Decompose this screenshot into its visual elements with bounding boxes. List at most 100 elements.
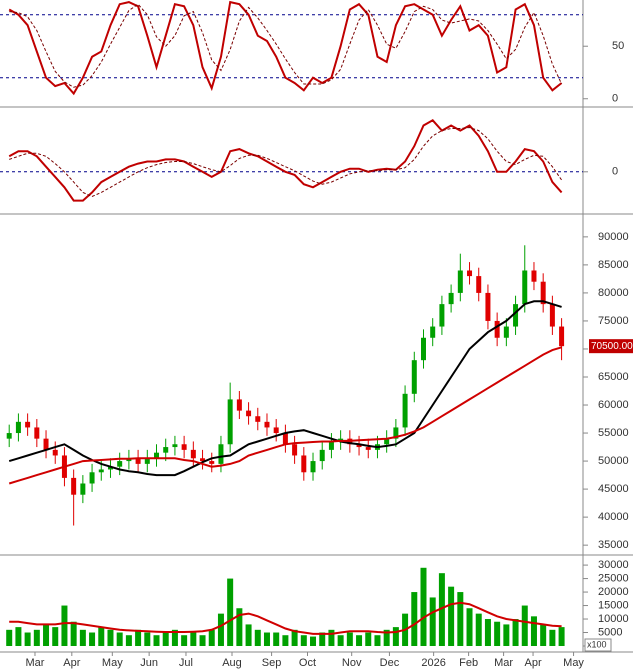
volume-bar bbox=[199, 635, 206, 646]
candle-body bbox=[310, 461, 316, 473]
candle-body bbox=[98, 469, 104, 473]
candle-body bbox=[540, 281, 546, 305]
volume-bar bbox=[15, 627, 22, 646]
x-tick-label: Mar bbox=[26, 657, 45, 669]
y-tick-label: 30000 bbox=[598, 559, 629, 571]
volume-bar bbox=[43, 624, 50, 646]
candle-body bbox=[236, 399, 242, 411]
candle-body bbox=[246, 410, 252, 417]
volume-bar bbox=[356, 635, 363, 646]
candle-body bbox=[319, 449, 325, 462]
candle-body bbox=[485, 292, 491, 321]
candle-body bbox=[282, 433, 288, 445]
y-tick-label: 0 bbox=[612, 166, 618, 178]
volume-bar bbox=[190, 632, 197, 646]
y-tick-label: 60000 bbox=[598, 399, 629, 411]
volume-bar bbox=[521, 605, 528, 646]
candle-body bbox=[144, 458, 150, 464]
candle-body bbox=[117, 461, 123, 467]
candle-body bbox=[356, 444, 362, 448]
candle-body bbox=[200, 458, 206, 462]
x-tick-label: 2026 bbox=[421, 657, 445, 669]
candle-body bbox=[393, 427, 399, 439]
y-tick-label: 5000 bbox=[598, 626, 622, 638]
candle-body bbox=[430, 326, 436, 338]
candle-body bbox=[107, 466, 113, 470]
candle-body bbox=[365, 447, 371, 450]
volume-bar bbox=[512, 619, 519, 646]
x-tick-label: Apr bbox=[524, 657, 541, 669]
candle-body bbox=[301, 455, 307, 473]
y-tick-label: 15000 bbox=[598, 599, 629, 611]
volume-bar bbox=[70, 621, 77, 646]
candle-body bbox=[420, 337, 426, 361]
volume-bar bbox=[24, 632, 31, 646]
candle-body bbox=[264, 421, 270, 428]
volume-bar bbox=[365, 632, 372, 646]
volume-bar bbox=[392, 627, 399, 646]
volume-bar bbox=[162, 632, 169, 646]
candle-body bbox=[154, 452, 160, 459]
volume-bar bbox=[448, 586, 455, 646]
y-tick-label: 85000 bbox=[598, 259, 629, 271]
volume-bar bbox=[411, 592, 418, 646]
volume-bar bbox=[494, 621, 501, 646]
volume-bar bbox=[429, 597, 436, 646]
candle-body bbox=[135, 458, 141, 464]
volume-bar bbox=[236, 608, 243, 646]
candle-body bbox=[476, 276, 482, 293]
volume-bar bbox=[181, 635, 188, 646]
candle-body bbox=[411, 360, 417, 394]
series-line bbox=[8, 119, 563, 202]
y-tick-label: 90000 bbox=[598, 231, 629, 243]
price-tag: 70500.00 bbox=[591, 341, 633, 352]
candle-body bbox=[522, 270, 528, 305]
volume-bar bbox=[61, 605, 68, 646]
y-tick-label: 50 bbox=[612, 40, 624, 52]
x-tick-label: Nov bbox=[342, 657, 362, 669]
y-tick-label: 45000 bbox=[598, 483, 629, 495]
candle-body bbox=[457, 270, 463, 293]
y-tick-label: 25000 bbox=[598, 572, 629, 584]
volume-bar bbox=[549, 629, 556, 646]
candle-body bbox=[163, 447, 169, 453]
y-tick-label: 20000 bbox=[598, 586, 629, 598]
volume-bar bbox=[484, 619, 491, 646]
price-tag-box bbox=[589, 339, 633, 354]
volume-bar bbox=[171, 629, 178, 646]
candle-body bbox=[43, 438, 49, 450]
volume-bar bbox=[457, 592, 464, 646]
volume-bar bbox=[135, 629, 142, 646]
volume-bar bbox=[6, 629, 13, 646]
x-tick-label: Jul bbox=[179, 657, 193, 669]
candle-body bbox=[531, 270, 537, 282]
unit-box bbox=[584, 638, 612, 652]
volume-bar bbox=[144, 632, 151, 646]
x-tick-label: May bbox=[102, 657, 123, 669]
volume-bar bbox=[540, 624, 547, 646]
candle-body bbox=[172, 444, 178, 448]
volume-bar bbox=[291, 629, 298, 646]
volume-bar bbox=[530, 616, 537, 646]
x-tick-label: Jun bbox=[140, 657, 158, 669]
y-tick-label: 50000 bbox=[598, 455, 629, 467]
candle-body bbox=[384, 438, 390, 445]
volume-bar bbox=[420, 567, 427, 646]
volume-bar bbox=[98, 627, 105, 646]
candle-body bbox=[467, 270, 473, 277]
candle-body bbox=[89, 472, 95, 484]
x-tick-label: Dec bbox=[380, 657, 400, 669]
volume-bar bbox=[282, 635, 289, 646]
volume-bar bbox=[89, 632, 96, 646]
volume-bar bbox=[328, 629, 335, 646]
x-tick-label: Sep bbox=[262, 657, 282, 669]
volume-bar bbox=[245, 624, 252, 646]
x-tick-label: Mar bbox=[494, 657, 513, 669]
volume-bar bbox=[558, 627, 565, 646]
volume-bar bbox=[208, 629, 215, 646]
volume-bar bbox=[438, 573, 445, 646]
y-tick-label: 75000 bbox=[598, 315, 629, 327]
candle-body bbox=[80, 483, 86, 495]
candle-body bbox=[273, 427, 279, 434]
